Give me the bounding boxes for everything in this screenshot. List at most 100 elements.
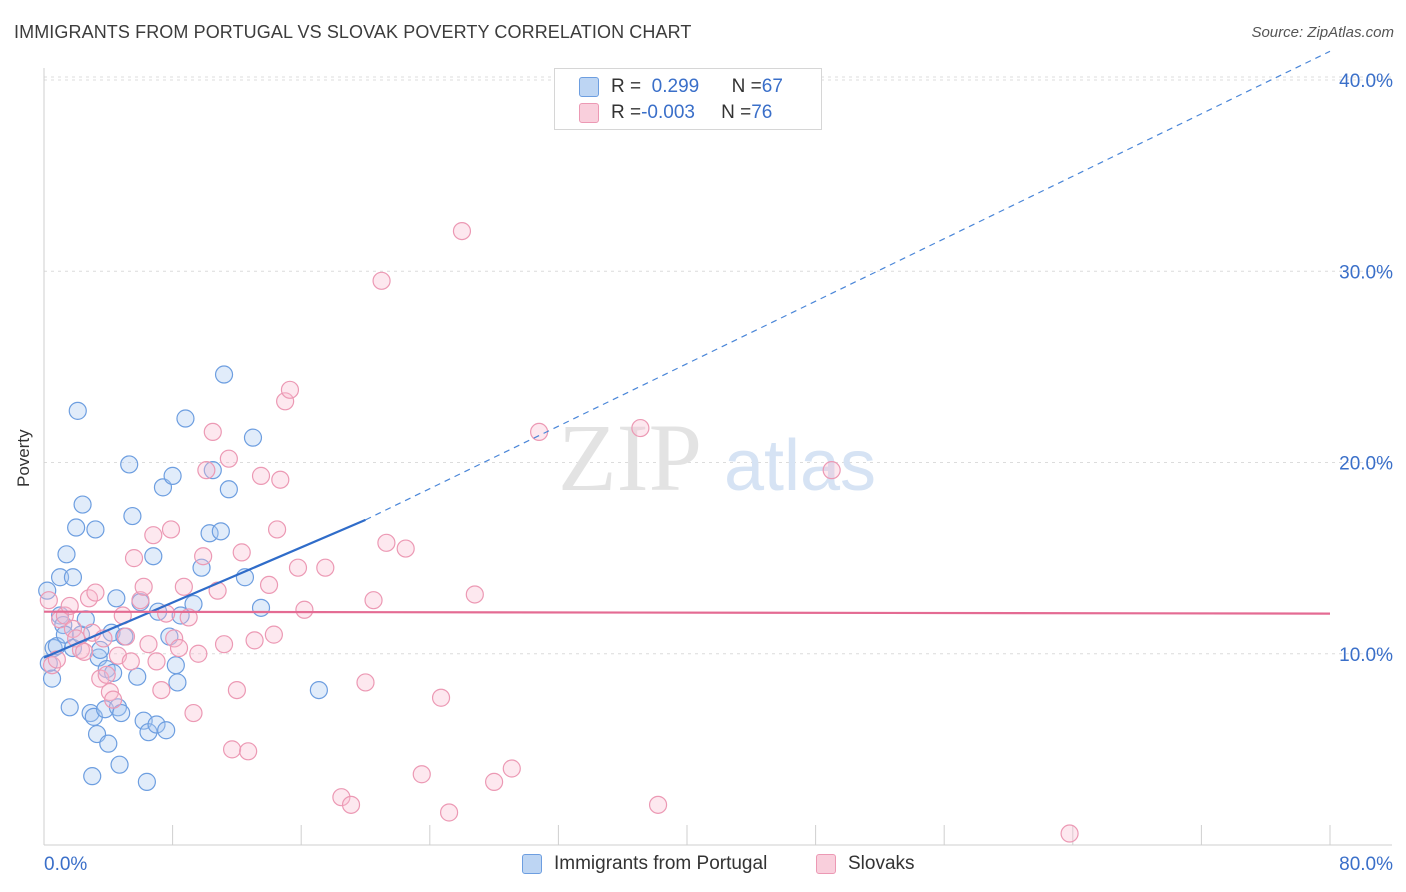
portugal-point (120, 455, 139, 474)
y-tick-label: 40.0% (1339, 71, 1393, 92)
portugal-point (123, 506, 142, 526)
slovaks-point (203, 422, 222, 441)
portugal-point (99, 734, 118, 753)
portugal-point (57, 545, 76, 564)
slovaks-point (227, 680, 246, 700)
y-tick-label: 30.0% (1339, 262, 1393, 283)
n-label: N = (731, 76, 762, 97)
slovaks-point (239, 742, 258, 761)
slovaks-point (104, 690, 123, 709)
portugal-point (176, 409, 195, 428)
portugal-point (112, 703, 131, 723)
slovaks-point (502, 759, 521, 778)
slovaks-point (530, 422, 549, 441)
slovaks-point (169, 638, 189, 658)
slovaks-point (267, 520, 287, 539)
portugal-point (73, 495, 92, 514)
n-value: 67 (761, 76, 783, 97)
portugal-point (137, 772, 156, 791)
x-tick-label: 0.0% (44, 854, 87, 875)
slovaks-point (121, 652, 140, 671)
portugal-point (68, 401, 87, 420)
slovaks-point (75, 642, 94, 661)
slovaks-point (161, 520, 181, 539)
portugal-point (200, 524, 219, 543)
portugal-point (203, 461, 222, 480)
slovaks-point (174, 577, 193, 596)
slovaks-point (259, 575, 279, 595)
slovaks-point (295, 600, 314, 619)
portugal-point (42, 669, 62, 688)
source-credit: Source: ZipAtlas.com (1251, 24, 1394, 41)
portugal-point (168, 673, 187, 692)
slovaks-point (152, 680, 171, 700)
trend-lines (43, 50, 1331, 659)
portugal-point (309, 680, 328, 700)
slovaks-point (214, 635, 234, 654)
slovaks-point (648, 795, 668, 814)
slovaks-point (144, 526, 163, 545)
portugal-point (110, 755, 129, 774)
slovaks-point (116, 627, 136, 646)
slovaks-point (165, 629, 184, 648)
portugal-point (86, 520, 105, 539)
slovaks-point (372, 271, 391, 290)
r-value: 0.299 (651, 76, 700, 97)
slovaks-point (134, 577, 153, 596)
legend-swatch-pink (579, 103, 599, 123)
portugal-point (128, 667, 147, 686)
slovaks-point (222, 740, 242, 759)
portugal-point (91, 640, 110, 660)
slovaks-point (431, 688, 451, 707)
portugal-point (83, 767, 102, 786)
slovaks-point (452, 221, 472, 241)
portugal-point (251, 598, 271, 617)
r-label: R = (611, 76, 642, 97)
legend-swatch-pink (816, 854, 836, 874)
portugal-point (192, 558, 211, 577)
slovaks-point (124, 549, 144, 568)
slovaks-point (97, 665, 116, 684)
slovaks-point (189, 644, 208, 663)
slovaks-point (232, 543, 251, 562)
slovaks-point (60, 596, 79, 616)
n-value: 76 (751, 102, 773, 123)
portugal-point (63, 568, 83, 587)
slovaks-point (86, 583, 105, 602)
series-slovaks-points (39, 221, 1079, 843)
x-tick-label: 80.0% (1339, 854, 1393, 875)
slovaks-point (251, 466, 271, 485)
slovaks-point (179, 608, 198, 627)
portugal-point (214, 365, 234, 384)
r-value: -0.003 (641, 102, 695, 123)
portugal-point (60, 698, 79, 717)
legend-label-portugal: Immigrants from Portugal (554, 853, 768, 874)
slovaks-point (63, 619, 83, 638)
stats-legend: R = 0.299 N = 67 R = -0.003 N = 76 (554, 68, 822, 130)
slovaks-point (39, 591, 58, 610)
slovaks-point (276, 392, 295, 411)
slovaks-point (42, 656, 62, 675)
legend-row-slovaks: R = -0.003 N = 76 (579, 101, 772, 125)
slovaks-point (356, 673, 375, 692)
portugal-trend-line (43, 518, 366, 659)
watermark: ZIP atlas (558, 404, 876, 511)
portugal-point (147, 715, 166, 734)
slovaks-point (412, 765, 431, 784)
slovaks-point (822, 461, 841, 480)
slovaks-point (288, 558, 308, 577)
portugal-point (166, 656, 185, 675)
portugal-point (50, 568, 70, 587)
portugal-point (163, 466, 182, 485)
slovaks-point (465, 585, 484, 604)
portugal-point (157, 721, 176, 740)
legend-swatch-blue (522, 854, 542, 874)
y-tick-label: 20.0% (1339, 454, 1393, 475)
slovaks-point (396, 539, 415, 558)
slovaks-point (631, 418, 650, 438)
slovaks-point (139, 635, 158, 654)
legend-item-slovaks: Slovaks (816, 852, 915, 876)
axes (43, 68, 1392, 846)
slovaks-point (271, 470, 290, 489)
portugal-point (243, 428, 263, 447)
